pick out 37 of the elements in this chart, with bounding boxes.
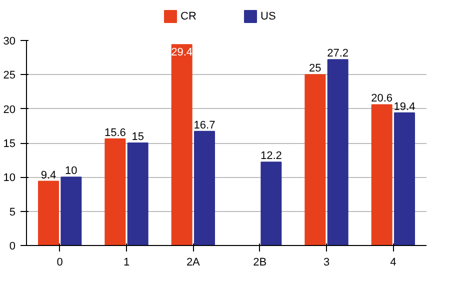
data-label: 15 xyxy=(132,131,144,143)
bar xyxy=(371,104,392,246)
data-label: 10 xyxy=(65,165,78,178)
data-label: 9.4 xyxy=(40,169,56,182)
bar xyxy=(171,44,192,246)
y-tick-label: 30 xyxy=(3,36,16,48)
legend-label: US xyxy=(260,10,276,22)
bar xyxy=(394,112,415,246)
bar xyxy=(327,59,348,246)
bar xyxy=(127,142,148,246)
data-label: 29.4 xyxy=(171,46,193,59)
bar xyxy=(38,180,59,246)
data-label: 12.2 xyxy=(260,150,282,162)
x-tick-label: 0 xyxy=(56,256,63,268)
bar xyxy=(260,162,282,246)
y-tick-label: 20 xyxy=(3,104,16,116)
y-tick-label: 25 xyxy=(3,70,16,82)
x-tick-label: 2B xyxy=(253,256,267,268)
x-tick-label: 4 xyxy=(390,256,396,268)
data-label: 25 xyxy=(309,62,322,75)
data-label: 16.7 xyxy=(194,119,216,132)
legend-label: CR xyxy=(180,10,196,22)
y-tick-label: 0 xyxy=(9,240,16,252)
data-label: 15.6 xyxy=(104,126,126,139)
bar xyxy=(304,74,326,246)
data-label: 27.2 xyxy=(327,48,349,60)
y-tick-label: 15 xyxy=(3,138,16,150)
bar xyxy=(104,138,126,246)
y-tick-label: 5 xyxy=(9,206,16,218)
bar xyxy=(60,176,82,246)
x-tick-label: 2A xyxy=(186,256,201,268)
x-tick-label: 1 xyxy=(123,256,130,268)
bar xyxy=(194,130,215,246)
data-label: 20.6 xyxy=(371,92,393,105)
y-tick-label: 10 xyxy=(3,172,16,184)
data-label: 19.4 xyxy=(394,100,416,113)
x-tick-label: 3 xyxy=(323,256,330,268)
